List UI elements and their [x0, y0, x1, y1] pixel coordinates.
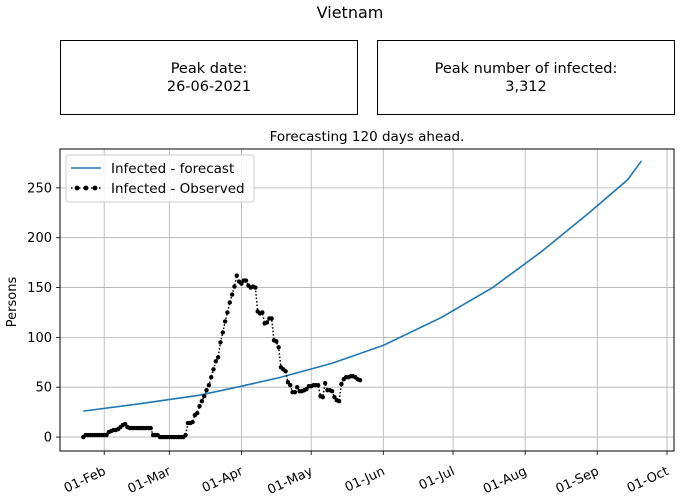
observed-point: [225, 310, 230, 315]
observed-point: [204, 388, 209, 393]
peak-infected-value: 3,312: [505, 78, 547, 95]
y-tick-label: 0: [44, 431, 52, 446]
x-tick-label: 01-Sep: [554, 464, 602, 497]
observed-point: [295, 385, 300, 390]
legend-observed-marker: [74, 185, 80, 191]
observed-point: [122, 421, 128, 427]
observed-point: [329, 388, 335, 394]
legend-observed-marker: [83, 185, 89, 191]
observed-point: [276, 345, 281, 350]
observed-point: [218, 340, 223, 345]
x-tick-label: 01-May: [265, 464, 315, 498]
legend-forecast-label: Infected - forecast: [111, 161, 234, 177]
observed-point: [285, 380, 291, 385]
observed-point: [288, 383, 293, 388]
x-tick-label: 01-Feb: [62, 464, 108, 496]
x-tick-label: 01-Oct: [625, 464, 671, 496]
figure-title: Vietnam: [316, 3, 384, 22]
peak-date-label: Peak date:: [170, 60, 248, 77]
observed-point: [222, 319, 228, 324]
observed-point: [269, 316, 274, 321]
legend-box: [65, 154, 255, 203]
observed-point: [315, 383, 321, 388]
observed-point: [357, 378, 363, 383]
x-tick-label: 01-Jul: [417, 464, 457, 494]
x-tick-label: 01-Apr: [200, 464, 246, 496]
series: [81, 160, 643, 440]
y-tick-label: 250: [27, 181, 52, 196]
observed-point: [264, 320, 270, 325]
axis-ticks: 01-Feb 01-Mar 01-Apr 01-May 01-Jun 01-Jul 01-A…: [27, 181, 671, 498]
observed-point: [190, 419, 195, 425]
observed-point: [283, 369, 288, 374]
observed-point: [148, 425, 153, 431]
observed-point: [239, 281, 244, 286]
observed-point: [213, 359, 219, 364]
observed-point: [322, 381, 328, 386]
observed-point: [227, 300, 232, 305]
y-tick-label: 150: [27, 281, 52, 296]
peak-date-value: 26-06-2021: [166, 78, 252, 95]
legend-observed-marker: [92, 185, 98, 191]
observed-point: [206, 383, 212, 388]
observed-point: [208, 375, 214, 380]
x-tick-label: 01-Mar: [126, 464, 174, 497]
observed-point: [336, 398, 342, 404]
observed-point: [183, 432, 188, 438]
observed-point: [320, 394, 326, 400]
observed-point: [304, 387, 309, 392]
observed-point: [197, 403, 202, 409]
plot-frame: [59, 148, 675, 452]
observed-point: [220, 330, 226, 335]
x-tick-label: 01-Aug: [481, 464, 529, 497]
observed-point: [339, 382, 344, 387]
observed-point: [104, 432, 109, 438]
peak-infected-label: Peak number of infected:: [434, 60, 618, 77]
observed-point: [215, 355, 221, 360]
observed-point: [274, 339, 279, 344]
chart-title: Forecasting 120 days ahead.: [270, 129, 465, 145]
observed-point: [211, 367, 216, 372]
observed-point: [201, 393, 207, 399]
x-tick-label: 01-Jun: [343, 464, 388, 495]
y-tick-label: 100: [27, 331, 52, 346]
observed-point: [195, 410, 200, 416]
observed-line: [82, 272, 361, 438]
peak-date-card: Peak date: 26-06-2021: [60, 40, 358, 115]
y-tick-label: 200: [27, 231, 52, 246]
peak-infected-card: Peak number of infected: 3,312: [377, 40, 675, 115]
legend-observed-label: Infected - Observed: [111, 181, 245, 197]
observed-point: [260, 310, 265, 315]
observed-point: [243, 278, 249, 283]
observed-point: [253, 285, 258, 290]
y-axis-label: Persons: [5, 277, 20, 328]
forecast-line: [83, 160, 643, 412]
y-tick-label: 50: [35, 381, 52, 396]
observed-point: [234, 273, 239, 278]
observed-point: [332, 394, 337, 400]
observed-point: [199, 398, 205, 404]
observed-point: [232, 284, 237, 289]
legend: Infected - forecast Infected - Observed: [65, 154, 255, 203]
observed-point: [229, 292, 235, 297]
observed-point: [292, 389, 298, 395]
